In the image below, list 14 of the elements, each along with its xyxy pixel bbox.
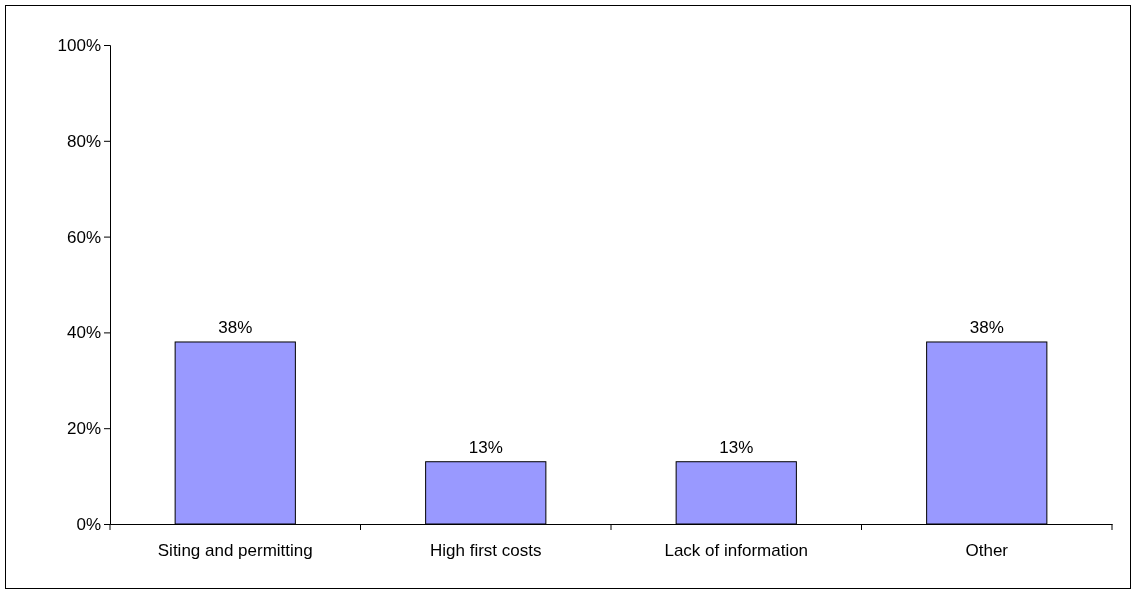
data-label: 38% [969,317,1004,337]
y-tick-label: 20% [66,419,101,439]
y-tick-label: 100% [57,35,101,55]
x-tick-label: Other [965,541,1009,561]
x-tick-label: High first costs [430,541,542,561]
data-label: 13% [468,437,503,457]
y-tick-label: 40% [66,323,101,343]
y-tick-label: 0% [76,514,101,534]
y-tick-label: 60% [66,227,101,247]
data-label: 13% [719,437,754,457]
y-tick-label: 80% [66,131,101,151]
x-tick-label: Siting and permitting [157,541,313,561]
data-label: 38% [218,317,253,337]
x-tick-label: Lack of information [664,541,809,561]
